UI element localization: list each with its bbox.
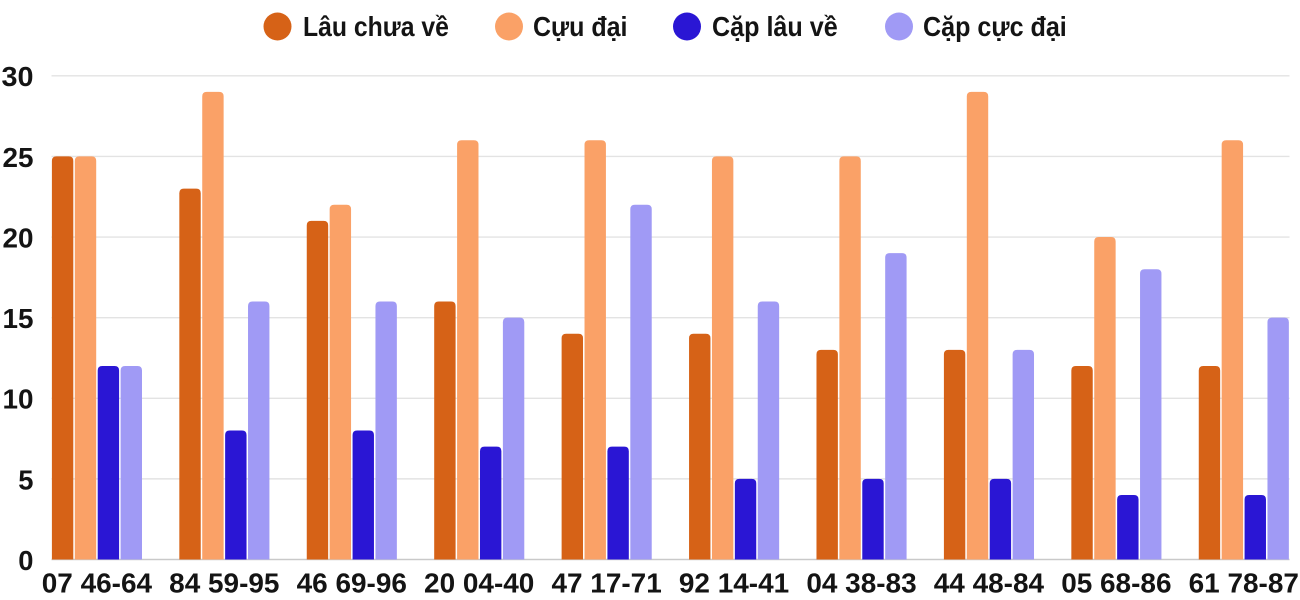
svg-text:Lâu chưa về: Lâu chưa về (303, 11, 449, 42)
svg-text:0: 0 (18, 545, 33, 576)
svg-text:05 68-86: 05 68-86 (1061, 568, 1171, 599)
svg-text:44 48-84: 44 48-84 (934, 568, 1045, 599)
svg-text:30: 30 (2, 61, 34, 92)
svg-text:61 78-87: 61 78-87 (1189, 568, 1299, 599)
svg-text:46 69-96: 46 69-96 (297, 568, 407, 599)
svg-text:84 59-95: 84 59-95 (169, 568, 279, 599)
svg-text:15: 15 (3, 303, 34, 334)
svg-text:47 17-71: 47 17-71 (551, 568, 661, 599)
svg-text:10: 10 (3, 384, 34, 415)
svg-text:04 38-83: 04 38-83 (806, 568, 916, 599)
svg-text:Cặp lâu về: Cặp lâu về (712, 11, 838, 42)
svg-text:20: 20 (3, 222, 34, 253)
svg-text:25: 25 (3, 142, 34, 173)
svg-text:Cặp cực đại: Cặp cực đại (923, 11, 1067, 42)
svg-text:20 04-40: 20 04-40 (424, 568, 534, 599)
svg-text:07 46-64: 07 46-64 (42, 568, 153, 599)
svg-text:92 14-41: 92 14-41 (679, 568, 789, 599)
svg-text:Cựu đại: Cựu đại (533, 11, 628, 42)
svg-text:5: 5 (18, 464, 33, 495)
